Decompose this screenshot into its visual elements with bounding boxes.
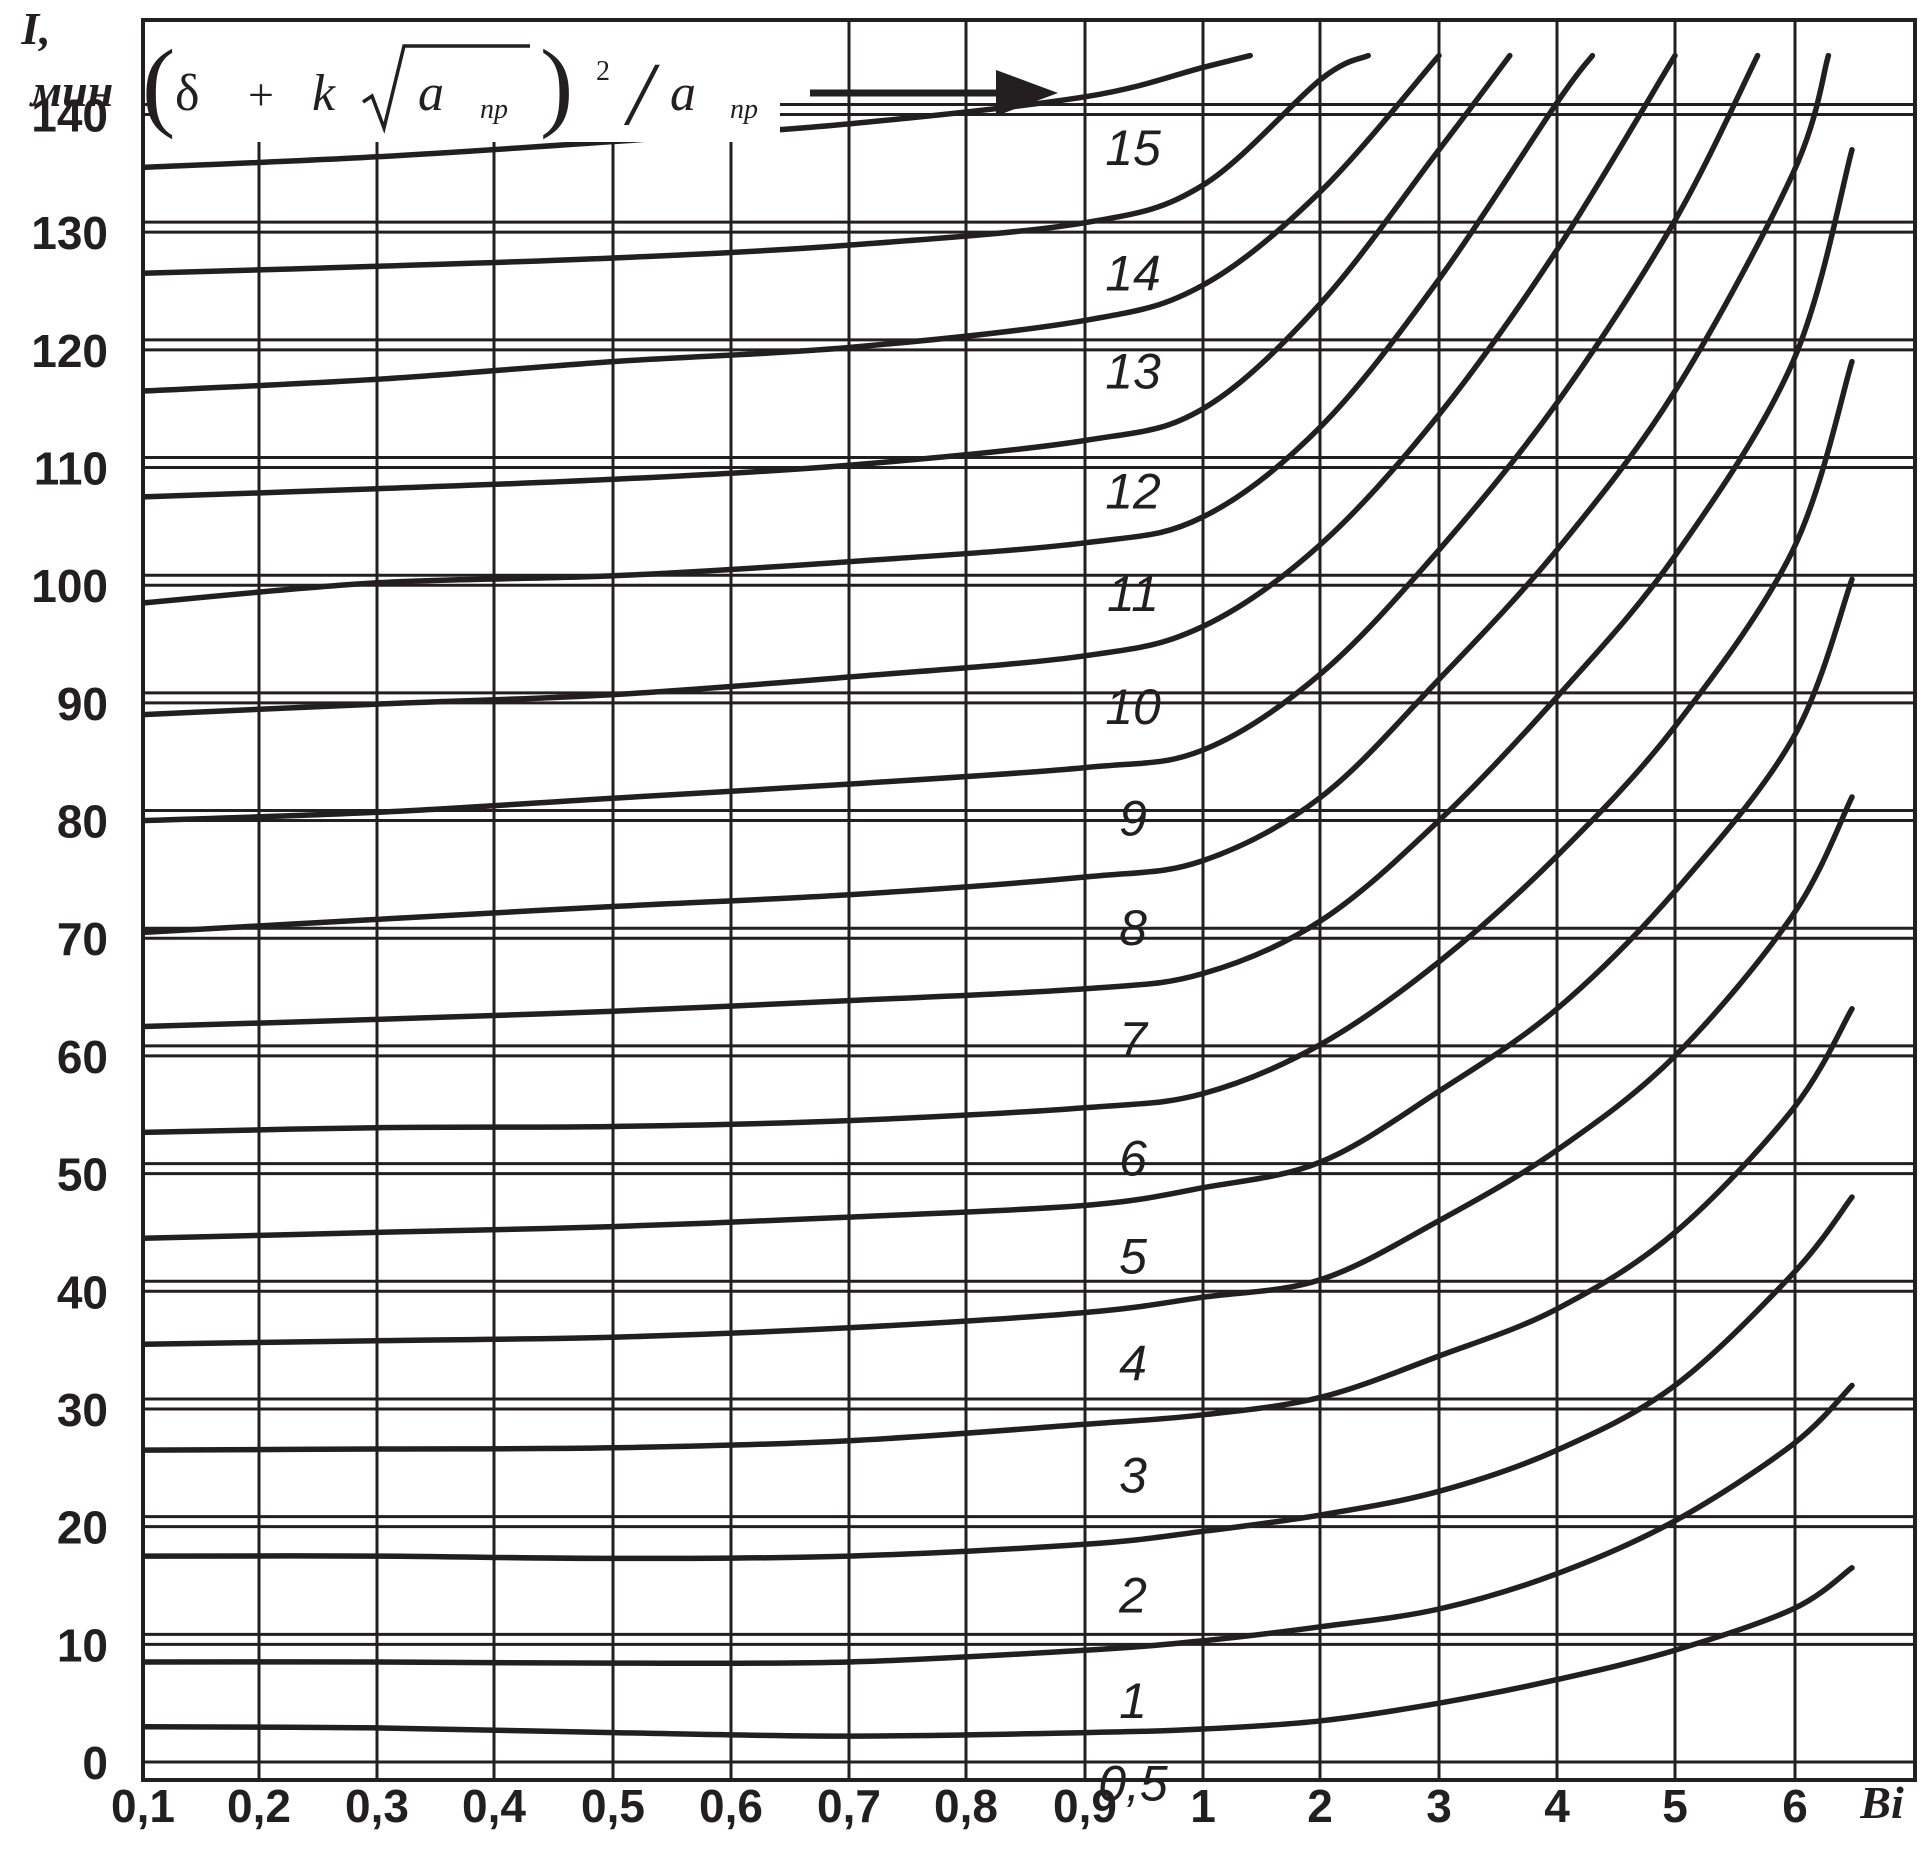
y-tick-label: 100	[31, 560, 108, 612]
formula-plus: +	[248, 69, 274, 120]
series-line-8	[143, 52, 1832, 936]
x-tick-label: 4	[1544, 1780, 1570, 1832]
y-tick-label: 0	[82, 1737, 108, 1789]
y-tick-label: 120	[31, 325, 108, 377]
x-tick-label: 3	[1426, 1780, 1452, 1832]
series-label: 3	[1119, 1447, 1147, 1503]
series-line-7	[143, 147, 1855, 1030]
series-label: 9	[1119, 791, 1147, 847]
x-tick-label: 0,1	[111, 1780, 175, 1832]
x-tick-label: 0,8	[934, 1780, 998, 1832]
y-tick-label: 110	[34, 443, 108, 495]
series-label: 12	[1105, 463, 1161, 519]
x-tick-label: 2	[1307, 1780, 1333, 1832]
series-line-14	[143, 52, 1371, 277]
x-tick-label: 0,9	[1053, 1780, 1117, 1832]
y-tick-label: 30	[57, 1384, 108, 1436]
series-line-4	[143, 794, 1855, 1347]
formula-sqrt-sign	[362, 44, 530, 134]
x-tick-labels: 0,1 0,2 0,3 0,4 0,5 0,6 0,7 0,8 0,9 1 2 3 4 5 6	[111, 1780, 1808, 1832]
series-label: 10	[1105, 679, 1161, 735]
curves	[143, 52, 1855, 1739]
series-label: 13	[1105, 343, 1161, 399]
series-label: 11	[1107, 566, 1159, 622]
series-line-13	[143, 52, 1442, 394]
y-tick-label: 50	[57, 1149, 108, 1201]
y-tick-label: 60	[57, 1031, 108, 1083]
formula-close-paren: )	[540, 29, 573, 140]
series-label: 2	[1118, 1567, 1147, 1623]
formula-a2: a	[670, 65, 696, 122]
y-tick-label: 70	[57, 913, 108, 965]
x-tick-label: 0,5	[581, 1780, 645, 1832]
y-tick-label: 130	[31, 207, 108, 259]
x-tick-label: 0,3	[345, 1780, 409, 1832]
series-line-1	[143, 1382, 1855, 1667]
y-axis-unit: мин	[29, 65, 114, 116]
series-line-0-5	[143, 1565, 1855, 1739]
series-line-5	[143, 576, 1855, 1242]
series-line-11	[143, 52, 1596, 606]
series-line-9	[143, 52, 1761, 824]
series-line-2	[143, 1194, 1855, 1562]
series-label: 8	[1119, 900, 1147, 956]
y-tick-label: 40	[57, 1266, 108, 1318]
grid	[141, 18, 1917, 1782]
formula-sub1: пр	[480, 94, 508, 125]
formula-delta: δ	[175, 65, 200, 122]
series-label: 5	[1119, 1228, 1147, 1284]
formula-a1: a	[418, 65, 444, 122]
x-tick-label: 1	[1190, 1780, 1216, 1832]
formula-power: 2	[596, 56, 610, 87]
formula-sub2: пр	[730, 94, 758, 125]
y-tick-label: 20	[57, 1502, 108, 1554]
series-line-6	[143, 358, 1855, 1136]
series-label: 7	[1119, 1012, 1149, 1068]
x-tick-label: 6	[1782, 1780, 1808, 1832]
series-label: 15	[1105, 120, 1161, 176]
series-label: 14	[1105, 246, 1161, 302]
x-tick-label: 0,7	[817, 1780, 881, 1832]
y-tick-label: 90	[57, 678, 108, 730]
y-tick-label: 10	[57, 1619, 108, 1671]
series-label: 0,5	[1098, 1756, 1168, 1812]
y-tick-label: 140	[31, 89, 108, 141]
series-label: 4	[1119, 1335, 1147, 1391]
formula-box: ( δ + k a пр ) 2 / a пр	[142, 22, 780, 144]
plot-frame	[141, 18, 1917, 1782]
y-axis-title: I,	[20, 3, 50, 54]
x-tick-label: 5	[1662, 1780, 1688, 1832]
series-line-3	[143, 1006, 1855, 1453]
formula-open-paren: (	[142, 29, 175, 140]
x-tick-label: 0,4	[462, 1780, 526, 1832]
series-line-10	[143, 52, 1678, 718]
x-tick-label: 0,6	[699, 1780, 763, 1832]
x-axis-title: Bi	[1859, 1777, 1904, 1828]
y-tick-labels: 0 10 20 30 40 50 60 70 80 90 100 110 120 130 140	[31, 89, 108, 1789]
series-label: 1	[1119, 1673, 1147, 1729]
series-label: 6	[1119, 1131, 1147, 1187]
formula-k: k	[312, 65, 336, 122]
x-tick-label: 0,2	[227, 1780, 291, 1832]
series-line-12	[143, 52, 1513, 500]
y-tick-label: 80	[57, 796, 108, 848]
arrow-icon	[810, 70, 1058, 116]
